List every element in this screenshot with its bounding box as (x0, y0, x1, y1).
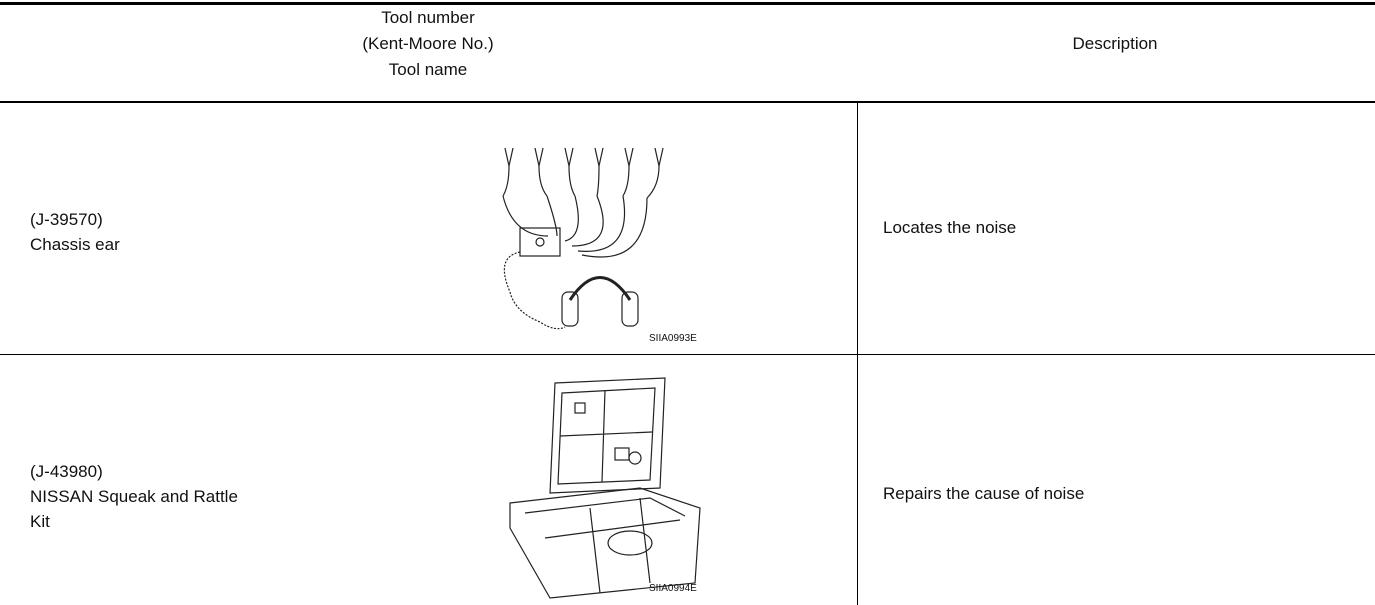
description: Locates the noise (883, 218, 1017, 237)
header-rule (0, 101, 1375, 103)
figure-label: SIIA0994E (649, 583, 697, 594)
figure-label: SIIA0993E (649, 333, 697, 344)
tool-number: (J-43980) (30, 462, 103, 481)
tool-number: (J-39570) (30, 210, 103, 229)
row-rule (0, 354, 1375, 355)
tool-name: Kit (30, 512, 50, 531)
header-tool-line: Tool name (388, 60, 468, 79)
tool-name: Chassis ear (30, 235, 120, 254)
squeak-rattle-kit-illustration (509, 377, 701, 599)
header-description: Description (1072, 34, 1158, 53)
tool-name: NISSAN Squeak and Rattle (30, 487, 238, 506)
chassis-ear-illustration (502, 147, 664, 330)
column-rule (857, 103, 858, 605)
description: Repairs the cause of noise (883, 484, 1085, 503)
table-top-rule (0, 2, 1375, 5)
header-tool-line: Tool number (381, 8, 475, 27)
header-tool-line: (Kent-Moore No.) (362, 34, 494, 53)
